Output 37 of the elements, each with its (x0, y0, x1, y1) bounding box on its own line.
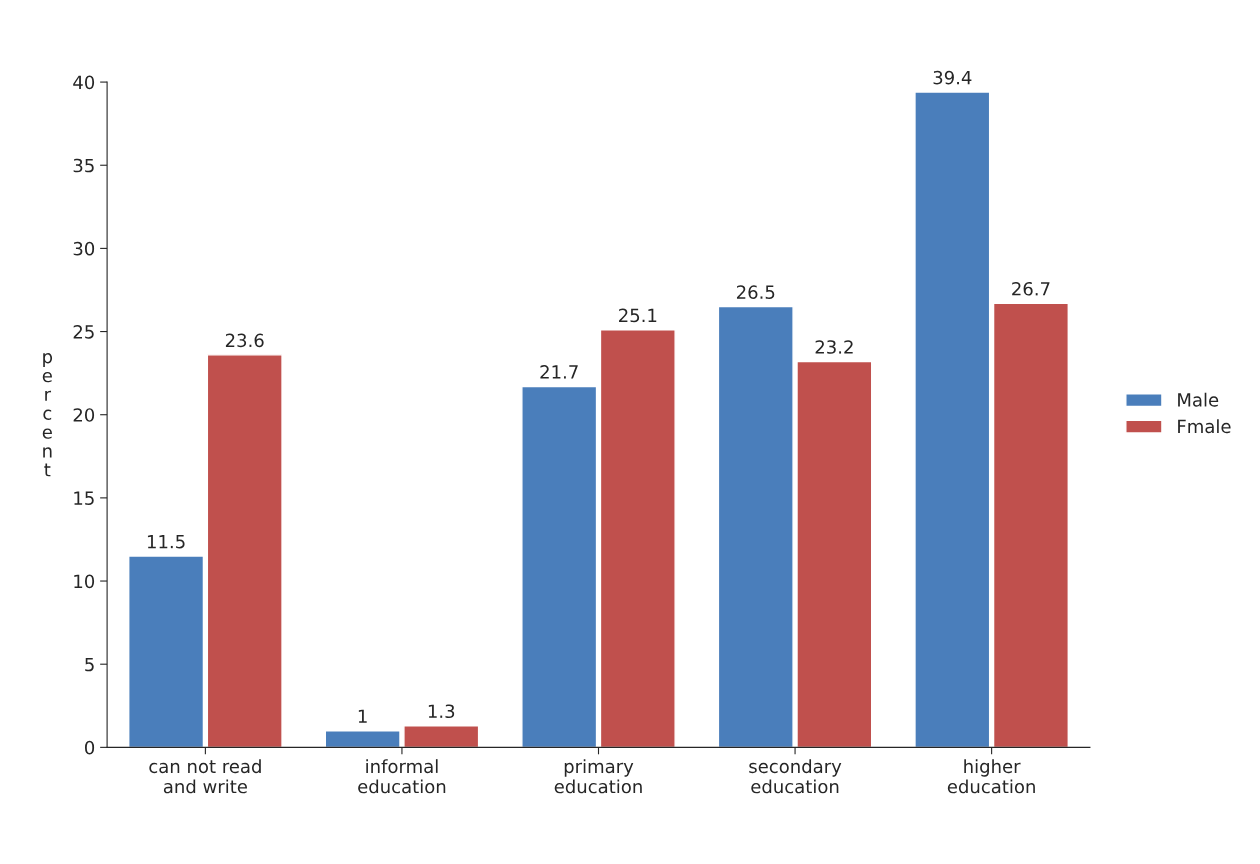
y-tick-label: 25 (73, 325, 94, 339)
legend-label: Male (1178, 392, 1219, 407)
x-tick-label: higher education (947, 759, 1035, 794)
y-tick-label: 30 (73, 241, 95, 256)
y-tick-label: 15 (74, 491, 94, 505)
y-tick-label: 40 (73, 75, 95, 90)
data-label: 25.1 (619, 308, 657, 323)
data-label: 1 (358, 709, 367, 723)
data-label: 1.3 (428, 704, 455, 719)
data-label: 26.7 (1012, 281, 1050, 296)
x-tick-label: primary education (554, 759, 642, 794)
bar (599, 329, 676, 748)
bar (128, 555, 205, 748)
data-label: 11.5 (147, 535, 185, 549)
y-tick-label: 20 (73, 408, 95, 422)
x-tick-label: can not read and write (149, 759, 261, 794)
data-label: 39.4 (933, 70, 972, 85)
y-tick-label: 0 (85, 740, 95, 755)
bar (914, 91, 991, 748)
data-label: 26.5 (736, 285, 775, 299)
y-axis-title: percent (42, 353, 53, 477)
bar (324, 730, 401, 748)
data-label: 21.7 (540, 365, 578, 379)
bar (717, 305, 794, 748)
x-tick-label: secondary education (749, 759, 842, 794)
x-tick-label: informal education (358, 759, 446, 794)
y-tick-label: 10 (74, 574, 95, 589)
bar (521, 385, 598, 748)
y-tick-label: 35 (73, 158, 94, 173)
bar (992, 302, 1069, 748)
y-tick-label: 5 (85, 657, 94, 672)
data-label: 23.2 (815, 340, 853, 354)
bar (796, 360, 873, 748)
bar (206, 354, 283, 748)
data-label: 23.6 (225, 333, 264, 348)
legend-label: Fmale (1178, 419, 1231, 434)
bar (403, 725, 480, 748)
